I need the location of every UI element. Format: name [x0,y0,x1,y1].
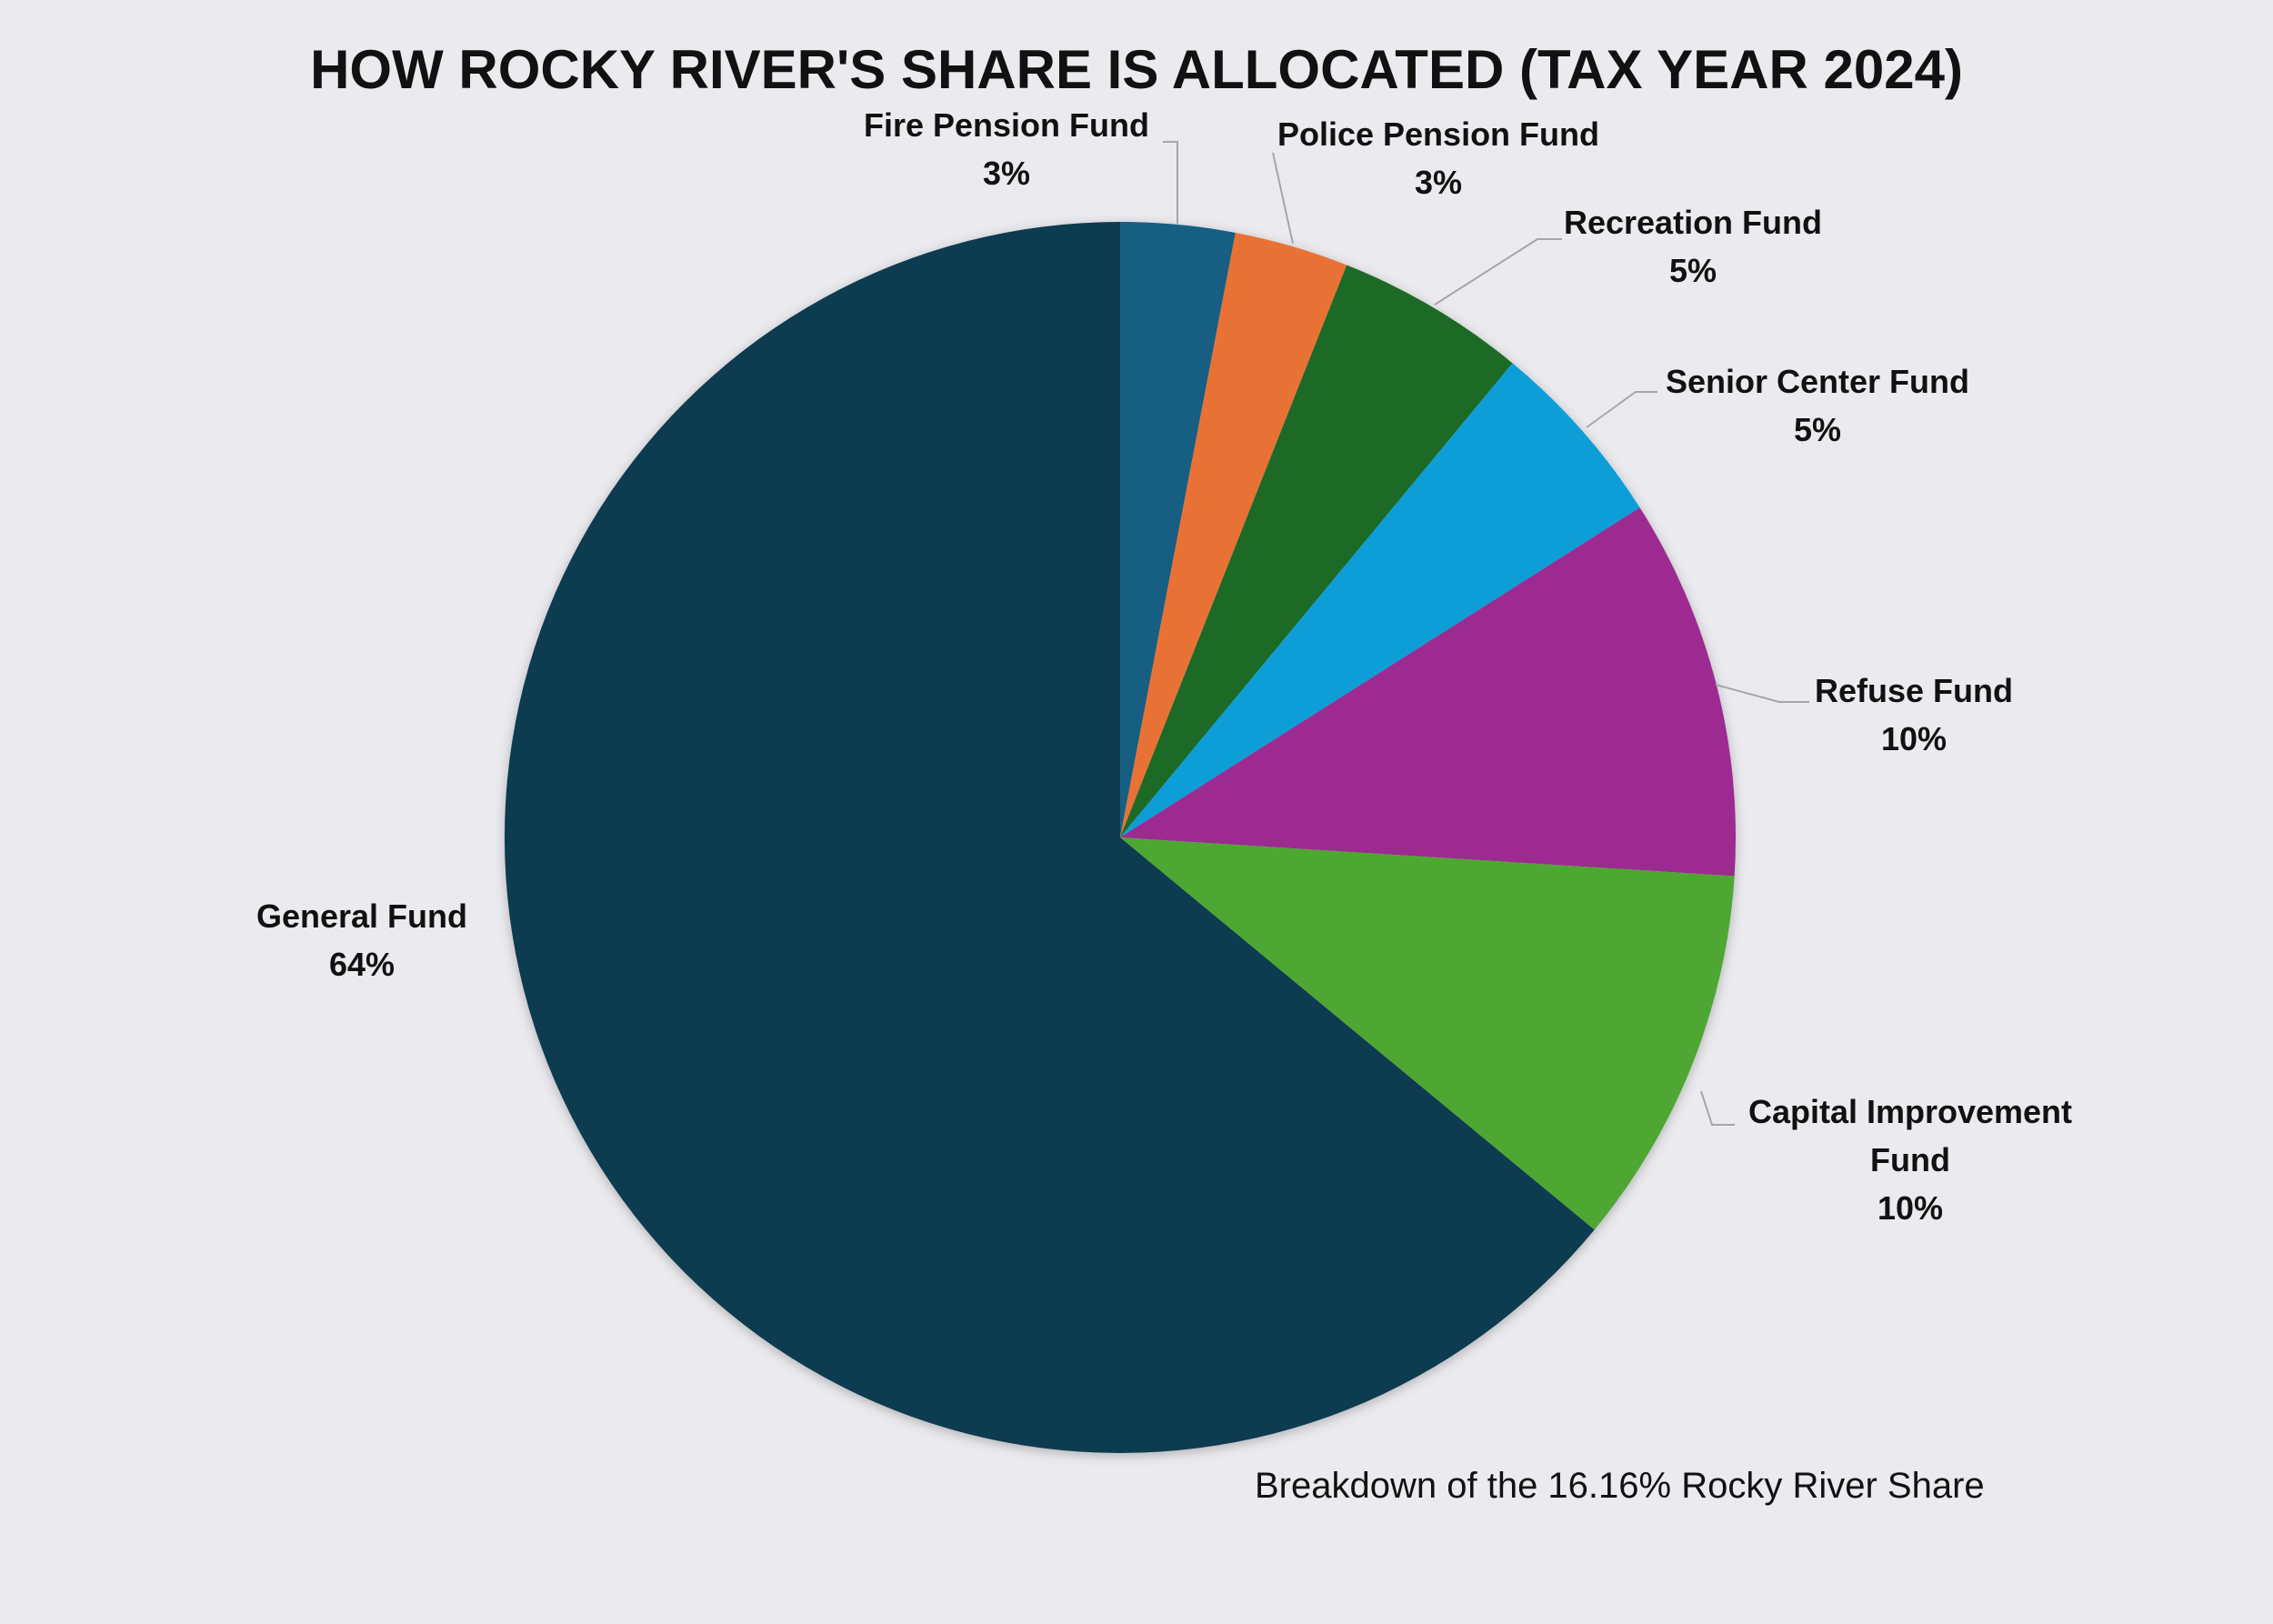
data-label-value: 5% [1669,252,1717,289]
pie-slice-general-fund [504,222,1595,1453]
pie-slice-refuse-fund [1120,507,1736,877]
data-label-category: General Fund [256,897,467,935]
leader-line [1434,238,1562,306]
data-label-value: 10% [1881,720,1947,757]
leader-line [1163,141,1178,224]
data-label-value: 64% [329,946,395,983]
data-label-category: Police Pension Fund [1277,115,1599,153]
leader-lines [1163,141,1809,1126]
pie-slice-senior-center-fund [1120,363,1640,837]
leader-line [1715,684,1809,703]
data-label: Capital Improvement Fund 10% [1748,1093,2072,1227]
data-label: Refuse Fund 10% [1815,672,2013,757]
data-label-value: 3% [983,155,1030,192]
data-label: General Fund 64% [256,897,467,983]
data-label-category: Recreation Fund [1564,204,1822,241]
chart-subtitle: Breakdown of the 16.16% Rocky River Shar… [1255,1466,1985,1506]
data-label-category: Fire Pension Fund [864,106,1149,144]
data-label-category: Refuse Fund [1815,672,2013,709]
leader-line [1272,152,1294,245]
data-labels: Fire Pension Fund 3% Police Pension Fund 3%… [256,106,2072,1227]
data-label: Senior Center Fund 5% [1666,363,1969,448]
chart-title: HOW ROCKY RIVER'S SHARE IS ALLOCATED (TA… [310,39,1963,100]
data-label-category: Fund [1870,1141,1950,1178]
pie-slice-fire-pension-fund [1120,222,1236,837]
data-label-value: 3% [1415,164,1462,201]
data-label-value: 5% [1794,411,1841,448]
data-label: Recreation Fund 5% [1564,204,1822,289]
leader-line [1586,391,1657,428]
pie-slice-capital-improvement-fund [1120,837,1735,1230]
data-label: Police Pension Fund 3% [1277,115,1599,201]
data-label-category: Senior Center Fund [1666,363,1969,400]
pie-slice-police-pension-fund [1120,232,1347,838]
data-label-category: Capital Improvement [1748,1093,2072,1130]
leader-line [1700,1090,1735,1126]
pie-slice-recreation-fund [1120,265,1513,837]
data-label-value: 10% [1877,1189,1943,1227]
data-label: Fire Pension Fund 3% [864,106,1149,192]
pie-slices [504,222,1736,1453]
